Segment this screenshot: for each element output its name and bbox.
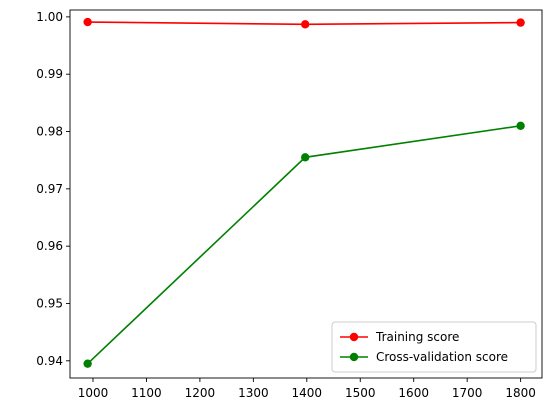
- series-layer: [83, 17, 525, 368]
- y-tick-label: 1.00: [36, 10, 63, 24]
- x-tick-label: 1000: [78, 386, 109, 400]
- x-tick-label: 1800: [505, 386, 536, 400]
- plot-area: [70, 10, 542, 378]
- y-tick-label: 0.99: [36, 67, 63, 81]
- series-1-point-1: [301, 153, 310, 162]
- x-tick-label: 1500: [345, 386, 376, 400]
- x-tick-label: 1100: [131, 386, 162, 400]
- x-tick-label: 1700: [452, 386, 483, 400]
- series-1-point-0: [83, 359, 92, 368]
- y-tick-label: 0.98: [36, 125, 63, 139]
- y-tick-label: 0.96: [36, 239, 63, 253]
- series-1-point-2: [516, 121, 525, 130]
- legend-label-0: Training score: [375, 330, 459, 344]
- axes-layer: 1000 1100 1200 1300 1400 1500 1600 1700 1800 0.94…: [36, 9, 543, 400]
- legend-marker-0: [349, 332, 359, 342]
- legend-label-1: Cross-validation score: [376, 350, 508, 364]
- legend: Training score Cross-validation score: [331, 321, 537, 373]
- y-tick-label: 0.94: [36, 354, 63, 368]
- axes-frame: [69, 9, 543, 379]
- legend-box: [331, 321, 537, 373]
- x-tick-label: 1200: [185, 386, 216, 400]
- y-tick-label: 0.97: [36, 182, 63, 196]
- x-tick-label: 1400: [292, 386, 323, 400]
- series-0-point-0: [83, 17, 92, 27]
- series-0-point-2: [516, 18, 525, 27]
- series-0-point-1: [301, 20, 310, 29]
- legend-marker-1: [349, 352, 359, 362]
- y-tick-label: 0.95: [36, 296, 63, 310]
- x-tick-label: 1300: [238, 386, 269, 400]
- x-tick-label: 1600: [398, 386, 429, 400]
